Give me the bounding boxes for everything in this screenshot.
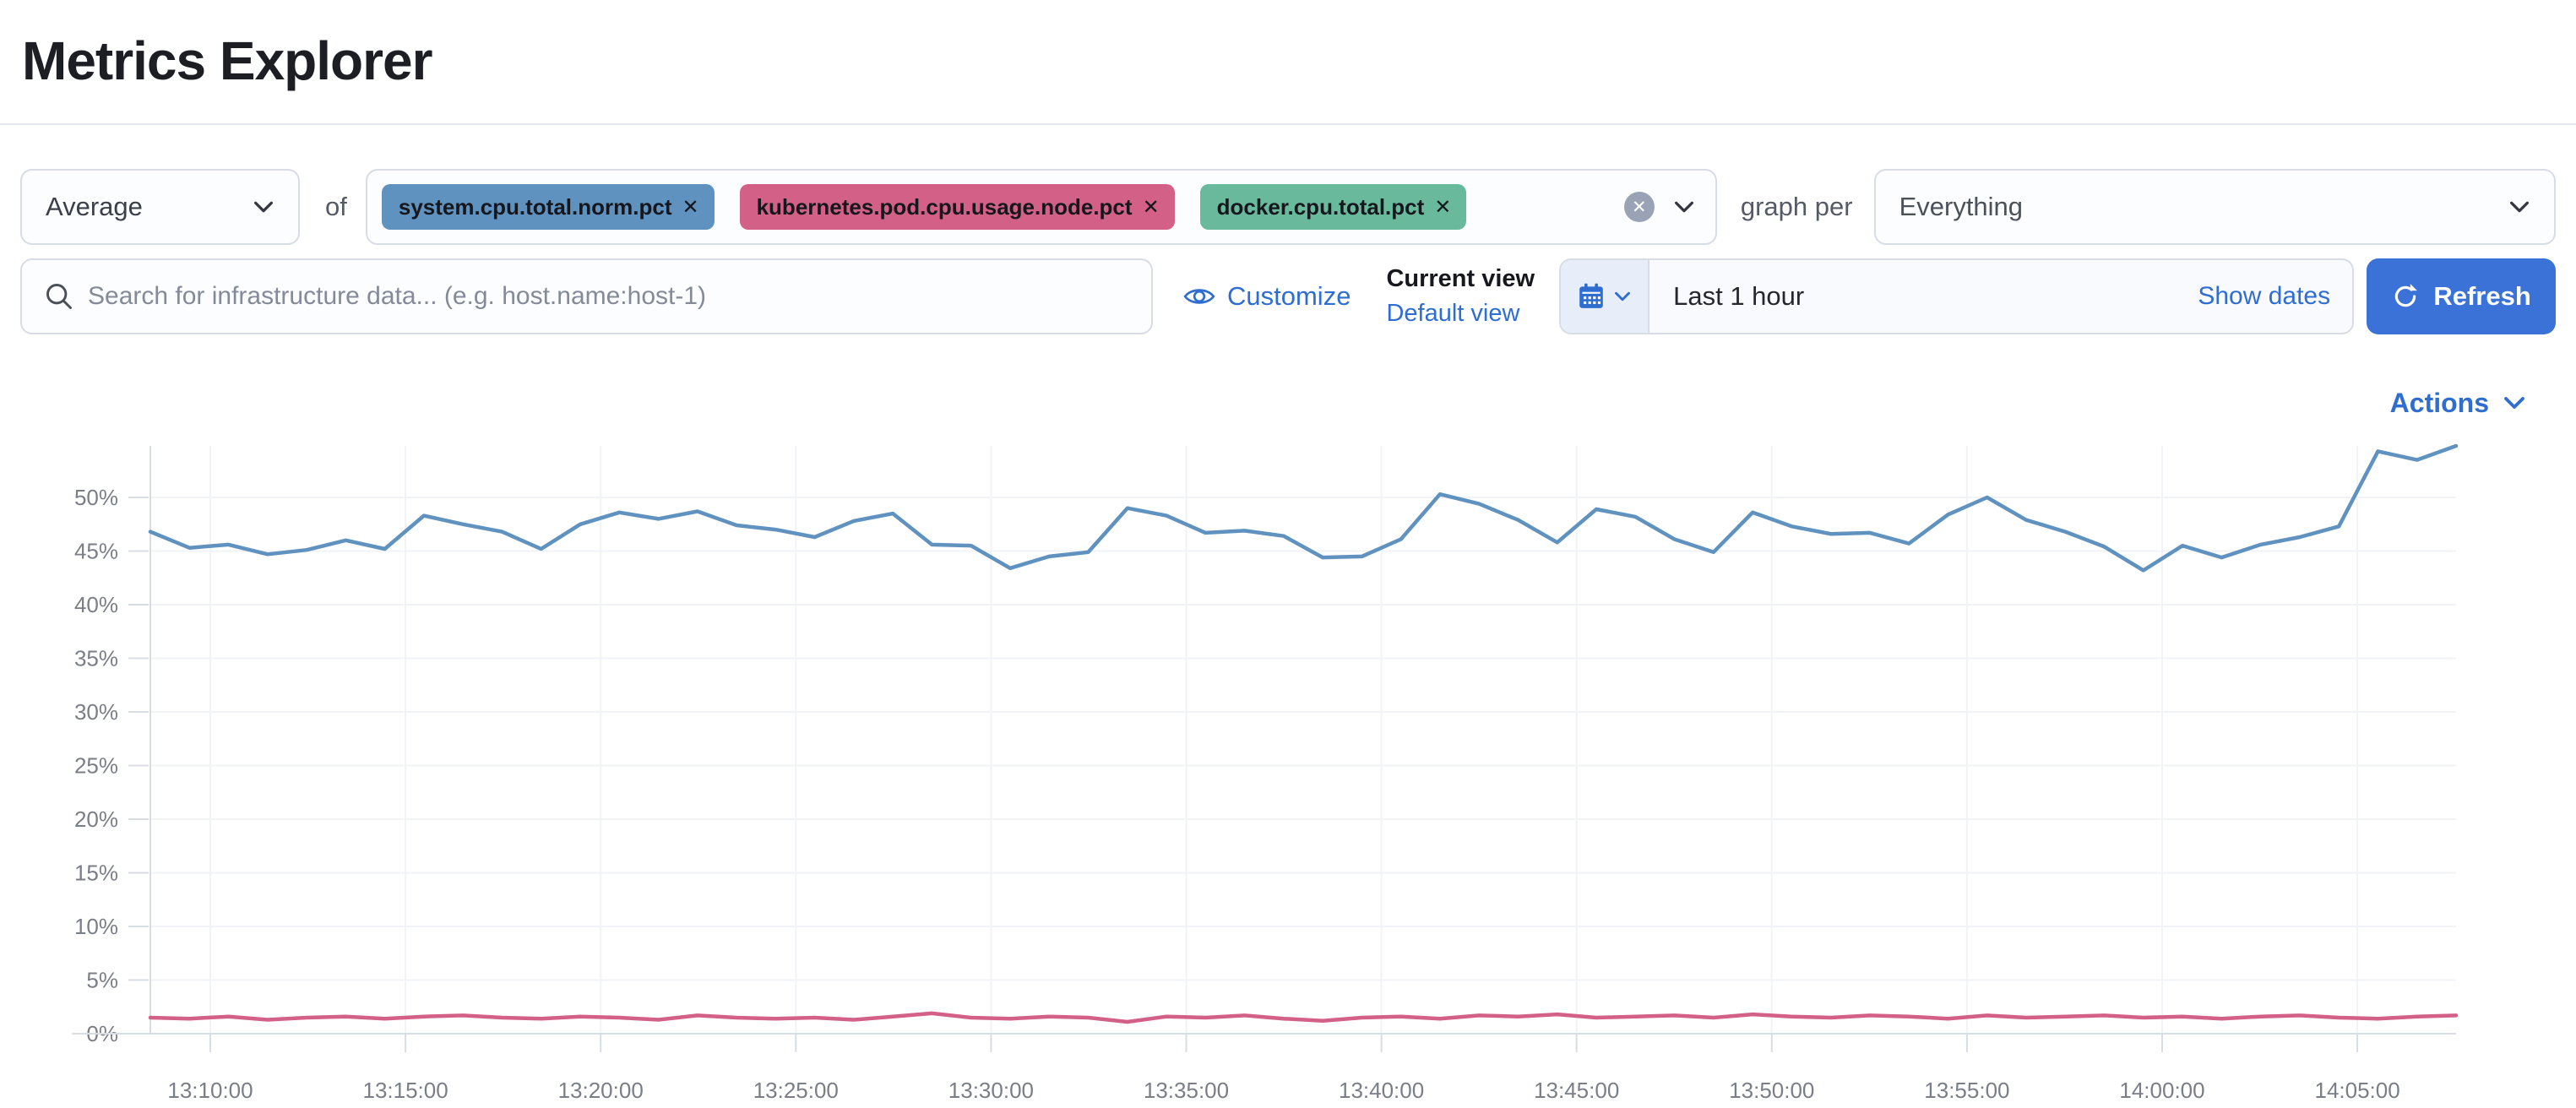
search-toolbar: Customize Current view Default view Last… (20, 258, 2556, 334)
actions-menu-button[interactable]: Actions (2390, 388, 2528, 419)
actions-label: Actions (2389, 387, 2489, 418)
chevron-down-icon[interactable] (1671, 194, 1697, 220)
y-axis-label: 50% (74, 485, 118, 510)
chevron-down-icon (2507, 194, 2532, 220)
aggregation-select-value: Average (46, 192, 143, 221)
aggregation-select[interactable]: Average (20, 169, 300, 245)
x-axis-label: 13:55:00 (1924, 1078, 2009, 1103)
chevron-down-icon (2501, 389, 2528, 416)
eye-icon (1183, 289, 1215, 304)
y-axis-label: 30% (74, 699, 118, 725)
x-axis-label: 13:45:00 (1534, 1078, 1619, 1103)
x-axis-label: 14:05:00 (2314, 1078, 2399, 1103)
refresh-icon (2395, 284, 2418, 307)
customize-button[interactable]: Customize (1183, 281, 1350, 312)
x-axis-label: 13:50:00 (1729, 1078, 1814, 1103)
search-field (20, 258, 1153, 334)
y-axis-label: 40% (74, 592, 118, 617)
y-axis-label: 35% (74, 646, 118, 671)
metrics-chart-container: 0% 5% 10% 15% 20% 25% 30% 35% 40% 45% 50% 13:10:00 1… (0, 439, 2576, 1108)
search-icon (46, 284, 72, 309)
x-axis-label: 13:25:00 (753, 1078, 839, 1103)
chart-line-kubernetes.pod.cpu.usage.node.pct (148, 1011, 2459, 1024)
x-axis-label: 13:40:00 (1339, 1078, 1424, 1103)
remove-metric-icon[interactable]: ✕ (682, 195, 699, 219)
x-axis-label: 13:15:00 (362, 1078, 448, 1103)
view-switcher: Current view Default view (1386, 265, 1535, 328)
x-axis-label: 13:10:00 (167, 1078, 253, 1103)
metrics-chart[interactable]: 0%5%10%15%20%25%30%35%40%45%50%13:10:00 1… (0, 439, 2576, 1108)
y-axis-label: 25% (74, 753, 118, 779)
remove-metric-icon[interactable]: ✕ (1434, 195, 1452, 219)
metric-pills: system.cpu.total.norm.pct ✕ kubernetes.pod… (381, 184, 1624, 230)
x-axis-label: 13:35:00 (1144, 1078, 1229, 1103)
metric-pill-label: system.cpu.total.norm.pct (398, 193, 672, 220)
metrics-toolbar: Average of system.cpu.total.norm.pct ✕ kub… (20, 169, 2556, 245)
metric-pill[interactable]: system.cpu.total.norm.pct ✕ (381, 184, 715, 230)
refresh-label: Refresh (2433, 281, 2531, 311)
show-dates-link[interactable]: Show dates (2198, 282, 2331, 310)
current-view-label: Current view (1386, 265, 1535, 292)
y-axis-label: 15% (74, 861, 118, 886)
refresh-button[interactable]: Refresh (2367, 258, 2556, 334)
calendar-icon (1579, 283, 1603, 308)
date-picker: Last 1 hour Show dates (1559, 258, 2355, 334)
metrics-combobox[interactable]: system.cpu.total.norm.pct ✕ kubernetes.pod… (365, 169, 1717, 245)
quick-select-button[interactable] (1561, 260, 1650, 333)
group-by-select-value: Everything (1899, 192, 2024, 221)
graph-per-label: graph per (1740, 192, 1853, 221)
clear-metrics-icon[interactable]: ✕ (1623, 192, 1655, 222)
remove-metric-icon[interactable]: ✕ (1142, 195, 1160, 219)
chevron-down-icon (251, 194, 276, 220)
y-axis-label: 10% (74, 914, 118, 939)
page-title: Metrics Explorer (22, 30, 433, 91)
chart-header: Actions (20, 375, 2528, 431)
customize-label: Customize (1227, 281, 1351, 311)
page-header: Metrics Explorer (0, 0, 2576, 125)
x-axis-label: 14:00:00 (2119, 1078, 2204, 1103)
x-axis-label: 13:20:00 (558, 1078, 644, 1103)
date-range-value[interactable]: Last 1 hour (1673, 281, 1805, 311)
of-label: of (325, 192, 347, 221)
y-axis-label: 5% (86, 968, 118, 993)
metric-pill[interactable]: kubernetes.pod.cpu.usage.node.pct ✕ (739, 184, 1175, 230)
chart-line-system.cpu.total.norm.pct (148, 443, 2459, 573)
y-axis-label: 20% (74, 807, 118, 832)
chevron-down-icon (1612, 286, 1633, 307)
x-axis-label: 13:30:00 (948, 1078, 1034, 1103)
default-view-link[interactable]: Default view (1386, 300, 1520, 327)
metric-pill[interactable]: docker.cpu.total.pct ✕ (1199, 184, 1467, 230)
group-by-select[interactable]: Everything (1873, 169, 2556, 245)
y-axis-label: 45% (74, 539, 118, 564)
metric-pill-label: docker.cpu.total.pct (1216, 193, 1425, 220)
search-input[interactable] (20, 258, 1153, 334)
metric-pill-label: kubernetes.pod.cpu.usage.node.pct (756, 193, 1133, 220)
